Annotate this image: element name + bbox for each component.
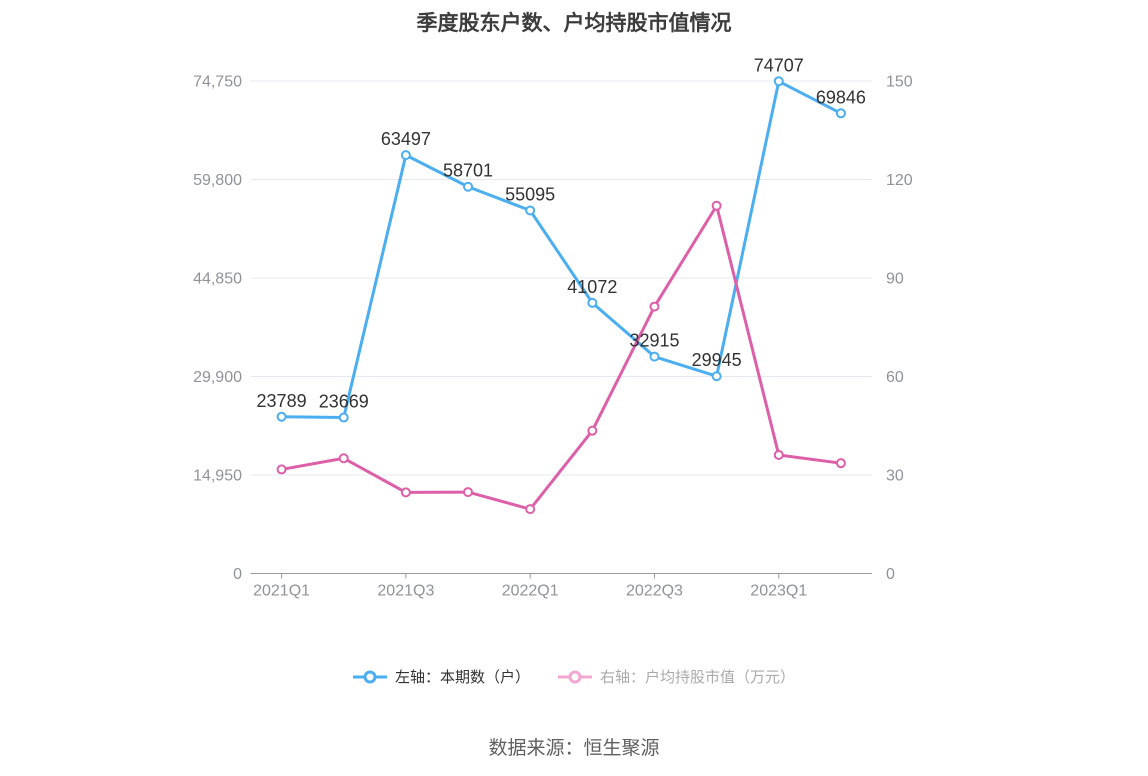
y-axis-label-left: 0 (233, 566, 242, 583)
chart-legend: 左轴：本期数（户） 右轴：户均持股市值（万元） (0, 666, 1148, 687)
data-point-label: 55095 (505, 184, 555, 204)
data-point-marker-avg-market-value (711, 200, 722, 211)
data-point-marker-avg-market-value (463, 487, 474, 498)
y-axis-label-right: 150 (886, 74, 913, 91)
line-chart: 0 14,950 29,900 44,850 59,800 74,750 0 30 60 90 12… (193, 55, 913, 600)
data-point-marker-avg-market-value (773, 449, 784, 460)
data-point-label: 32915 (629, 331, 679, 351)
data-point-marker-avg-market-value (338, 453, 349, 464)
y-axis-label-right: 0 (886, 566, 895, 583)
x-axis-label: 2022Q3 (626, 583, 683, 600)
x-axis-label: 2021Q1 (253, 583, 310, 600)
data-point-marker-shareholders (773, 76, 784, 87)
data-point-label: 23789 (257, 391, 307, 411)
y-axis-label-left: 59,800 (193, 172, 242, 189)
data-point-marker-avg-market-value (649, 301, 660, 312)
legend-item-avg-market-value[interactable]: 右轴：户均持股市值（万元） (558, 666, 795, 687)
data-point-marker-avg-market-value (525, 504, 536, 515)
data-point-marker-shareholders (835, 108, 846, 119)
y-axis-label-left: 44,850 (193, 271, 242, 288)
data-source-text: 数据来源：恒生聚源 (488, 738, 660, 759)
data-point-label: 41072 (567, 277, 617, 297)
data-point-label: 23669 (319, 392, 369, 412)
y-axis-label-right: 120 (886, 172, 913, 189)
data-point-marker-avg-market-value (276, 464, 287, 475)
data-point-label: 74707 (754, 55, 804, 75)
y-axis-label-right: 60 (886, 369, 904, 386)
data-point-label: 69846 (816, 87, 866, 107)
data-point-marker-shareholders (525, 205, 536, 216)
x-axis-label: 2022Q1 (502, 583, 559, 600)
legend-label-shareholders: 左轴：本期数（户） (394, 669, 530, 686)
legend-label-avg-market-value: 右轴：户均持股市值（万元） (600, 669, 796, 686)
data-point-marker-shareholders (276, 411, 287, 422)
data-point-label: 63497 (381, 129, 431, 149)
series-line-shareholders (280, 79, 843, 420)
data-point-marker-shareholders (463, 181, 474, 192)
legend-item-shareholders[interactable]: 左轴：本期数（户） (352, 666, 530, 687)
chart-title: 季度股东户数、户均持股市值情况 (416, 12, 732, 35)
legend-line-icon-blue (352, 670, 387, 683)
data-point-marker-shareholders (338, 412, 349, 423)
legend-line-icon-pink (558, 670, 592, 683)
y-axis-label-right: 30 (886, 468, 904, 485)
y-axis-label-left: 74,750 (193, 74, 242, 91)
series-line-avg-market-value (280, 204, 843, 511)
data-point-marker-avg-market-value (400, 487, 411, 498)
data-point-marker-shareholders (587, 297, 598, 308)
data-point-marker-shareholders (711, 371, 722, 382)
y-axis-label-right: 90 (886, 271, 904, 288)
y-axis-label-left: 29,900 (193, 369, 242, 386)
x-axis-label: 2021Q3 (377, 583, 434, 600)
y-axis-label-left: 14,950 (193, 468, 242, 485)
data-point-label: 29945 (692, 350, 742, 370)
data-point-marker-avg-market-value (835, 458, 846, 469)
data-point-label: 58701 (443, 161, 493, 181)
data-point-marker-shareholders (400, 150, 411, 161)
data-point-marker-shareholders (649, 351, 660, 362)
x-axis-label: 2023Q1 (750, 583, 807, 600)
data-point-marker-avg-market-value (587, 425, 598, 436)
